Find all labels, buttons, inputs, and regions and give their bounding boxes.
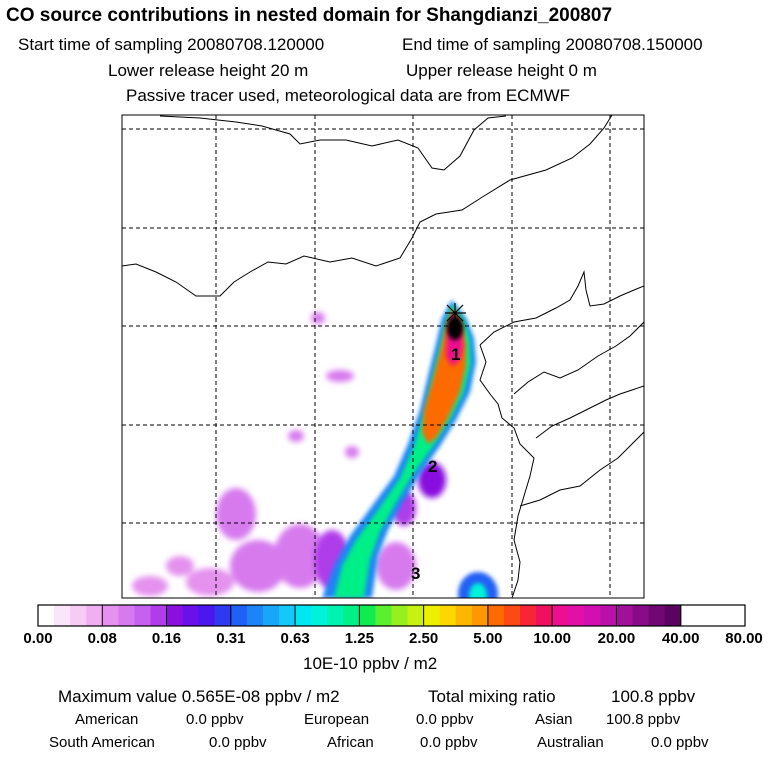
color-scale-tick-label: 20.00 bbox=[597, 630, 636, 647]
haze-patch bbox=[186, 568, 234, 596]
upper-release-height-label: Upper release height 0 m bbox=[406, 61, 597, 80]
color-scale-bar bbox=[38, 605, 682, 626]
color-bin bbox=[375, 605, 393, 626]
color-scale-tick-label: 2.50 bbox=[409, 630, 439, 647]
chart-title: CO source contributions in nested domain… bbox=[6, 5, 613, 26]
haze-patch bbox=[230, 540, 286, 592]
transport-label-2: 2 bbox=[428, 457, 437, 476]
maximum-value-label: Maximum value 0.565E-08 ppbv / m2 bbox=[58, 687, 340, 706]
color-bin bbox=[198, 605, 216, 626]
map-gridlines bbox=[122, 115, 644, 598]
color-bin bbox=[102, 605, 119, 626]
contribution-value-european: 0.0 ppbv bbox=[416, 711, 474, 728]
color-bin bbox=[568, 605, 585, 626]
tracer-note: Passive tracer used, meteorological data… bbox=[126, 86, 571, 105]
haze-patch bbox=[274, 524, 326, 588]
plume-haze bbox=[132, 312, 446, 596]
color-bin bbox=[536, 605, 553, 626]
color-scale-tick-label: 5.00 bbox=[473, 630, 503, 647]
color-bin bbox=[166, 605, 184, 626]
color-bin bbox=[407, 605, 425, 626]
end-time-label: End time of sampling 20080708.150000 bbox=[402, 35, 703, 54]
contribution-value-south-american: 0.0 ppbv bbox=[209, 734, 267, 751]
haze-patch bbox=[288, 430, 304, 442]
color-bin bbox=[134, 605, 152, 626]
color-scale-tick-label: 0.63 bbox=[280, 630, 310, 647]
color-bin bbox=[600, 605, 618, 626]
haze-patch bbox=[345, 446, 359, 458]
color-scale-tick-label: 40.00 bbox=[661, 630, 700, 647]
contribution-name-asian: Asian bbox=[535, 711, 573, 728]
color-scale-tick-label: 0.08 bbox=[87, 630, 117, 647]
contribution-name-european: European bbox=[304, 711, 370, 728]
color-scale-tick-label: 1.25 bbox=[344, 630, 374, 647]
contribution-value-australian: 0.0 ppbv bbox=[651, 734, 709, 751]
lower-release-height-label: Lower release height 20 m bbox=[108, 61, 309, 80]
color-bin bbox=[343, 605, 360, 626]
color-bin bbox=[471, 605, 489, 626]
color-bin bbox=[552, 605, 569, 626]
color-bin bbox=[439, 605, 457, 626]
map-frame bbox=[121, 114, 645, 599]
haze-patch bbox=[326, 370, 354, 382]
contribution-name-american: American bbox=[75, 711, 139, 728]
total-mixing-ratio-label: Total mixing ratio bbox=[428, 687, 556, 706]
color-bin bbox=[520, 605, 537, 626]
haze-patch bbox=[132, 576, 168, 596]
contribution-value-asian: 100.8 ppbv bbox=[606, 711, 681, 728]
color-bin bbox=[279, 605, 296, 626]
color-bin bbox=[632, 605, 650, 626]
contribution-name-south-american: South American bbox=[49, 734, 155, 751]
haze-patch bbox=[376, 542, 416, 590]
color-bin bbox=[150, 605, 168, 626]
color-bin bbox=[584, 605, 601, 626]
receptor-marker bbox=[445, 303, 466, 323]
color-scale-frame bbox=[37, 604, 746, 627]
color-bin bbox=[214, 605, 232, 626]
color-scale-tick-label: 0.16 bbox=[151, 630, 182, 647]
color-bin bbox=[391, 605, 409, 626]
contribution-value-american: 0.0 ppbv bbox=[186, 711, 244, 728]
color-bin bbox=[423, 605, 441, 626]
contribution-value-african: 0.0 ppbv bbox=[420, 734, 478, 751]
color-bin bbox=[616, 605, 634, 626]
color-scale-tick-label: 0.31 bbox=[216, 630, 246, 647]
color-bin bbox=[182, 605, 200, 626]
plume-south-blob-inner bbox=[469, 583, 487, 598]
color-bin bbox=[118, 605, 136, 626]
color-bin bbox=[327, 605, 344, 626]
haze-patch bbox=[418, 462, 446, 498]
haze-patch bbox=[166, 556, 194, 576]
color-bin bbox=[246, 605, 264, 626]
haze-patch bbox=[311, 312, 325, 324]
color-bin bbox=[70, 605, 87, 626]
color-bin bbox=[664, 605, 682, 626]
color-bin bbox=[487, 605, 505, 626]
color-bin bbox=[359, 605, 377, 626]
contribution-name-australian: Australian bbox=[537, 734, 604, 751]
plume-peak bbox=[447, 316, 463, 340]
color-bin bbox=[295, 605, 312, 626]
color-bin bbox=[503, 605, 521, 626]
color-scale-units: 10E-10 ppbv / m2 bbox=[303, 654, 438, 673]
color-bin bbox=[455, 605, 473, 626]
color-bin bbox=[38, 605, 55, 626]
color-bin bbox=[86, 605, 103, 626]
color-scale-tick-label: 80.00 bbox=[725, 630, 763, 647]
color-bin bbox=[262, 605, 280, 626]
color-scale-tick-label: 0.00 bbox=[23, 630, 53, 647]
color-bin bbox=[54, 605, 71, 626]
color-bin bbox=[230, 605, 248, 626]
haze-patch bbox=[216, 488, 256, 540]
color-bin bbox=[648, 605, 666, 626]
color-scale-tick-label: 10.00 bbox=[533, 630, 571, 647]
contribution-name-african: African bbox=[327, 734, 374, 751]
transport-label-1: 1 bbox=[451, 345, 460, 364]
color-bin bbox=[311, 605, 328, 626]
start-time-label: Start time of sampling 20080708.120000 bbox=[18, 35, 325, 54]
total-mixing-ratio-value: 100.8 ppbv bbox=[611, 687, 696, 706]
coastlines bbox=[122, 115, 644, 598]
transport-label-3: 3 bbox=[411, 564, 420, 583]
